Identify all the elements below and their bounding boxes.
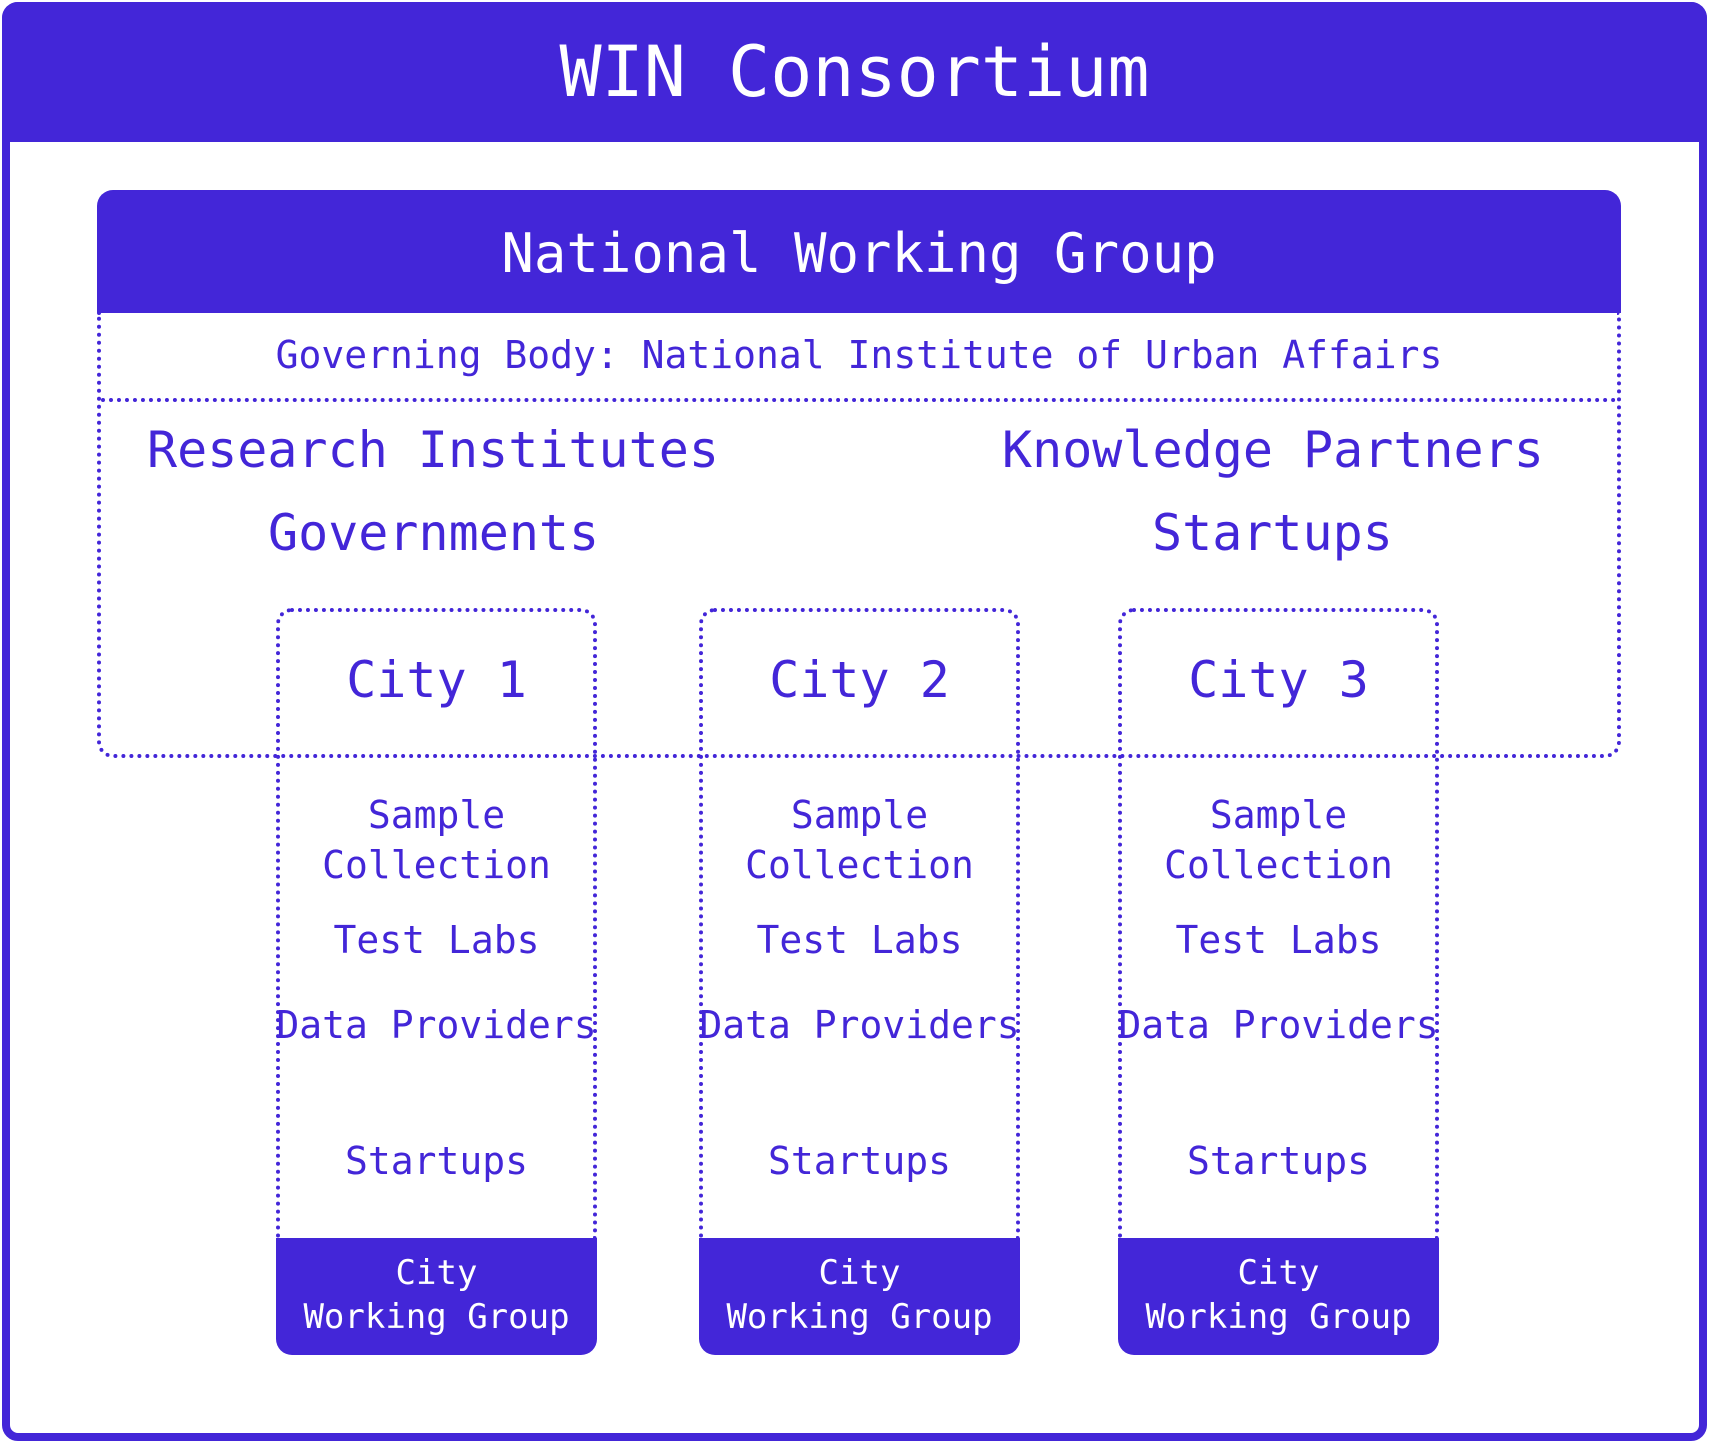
city-name: City 3 <box>1188 651 1369 709</box>
city-working-group-label-line2: Working Group <box>1145 1297 1412 1337</box>
city-item-test-labs: Test Labs <box>1175 918 1382 962</box>
city-working-group-footer <box>699 1238 1020 1355</box>
city-item-startups: Startups <box>1186 1139 1371 1183</box>
city-working-group-label-line1: City <box>395 1253 478 1293</box>
city-name: City 1 <box>346 651 527 709</box>
city-box <box>276 608 597 1238</box>
member-knowledge-partners: Knowledge Partners <box>1002 421 1544 479</box>
member-startups: Startups <box>1152 504 1393 562</box>
governing-body-divider <box>101 398 1617 402</box>
national-working-group-header <box>97 190 1621 313</box>
city-item-sample-collection: Sample Collection <box>1164 793 1393 887</box>
city-item-test-labs: Test Labs <box>333 918 540 962</box>
city-working-group-label-line1: City <box>1237 1253 1320 1293</box>
consortium-title: WIN Consortium <box>559 31 1150 113</box>
governing-body-label: Governing Body: National Institute of Ur… <box>275 333 1443 377</box>
member-research-institutes: Research Institutes <box>147 421 719 479</box>
city-item-data-providers: Data Providers <box>1118 1003 1439 1047</box>
city-name: City 2 <box>769 651 950 709</box>
national-working-group-box <box>97 313 1621 758</box>
city-item-startups: Startups <box>344 1139 529 1183</box>
city-working-group-footer <box>1118 1238 1439 1355</box>
city-box <box>699 608 1020 1238</box>
city-box <box>1118 608 1439 1238</box>
national-working-group-title: National Working Group <box>501 222 1217 285</box>
city-working-group-label-line2: Working Group <box>303 1297 570 1337</box>
city-item-test-labs: Test Labs <box>756 918 963 962</box>
city-item-data-providers: Data Providers <box>699 1003 1020 1047</box>
member-governments: Governments <box>268 504 600 562</box>
city-working-group-label-line2: Working Group <box>726 1297 993 1337</box>
city-item-sample-collection: Sample Collection <box>322 793 551 887</box>
city-working-group-label-line1: City <box>818 1253 901 1293</box>
consortium-header <box>2 2 1707 142</box>
city-working-group-footer <box>276 1238 597 1355</box>
city-item-sample-collection: Sample Collection <box>745 793 974 887</box>
city-item-startups: Startups <box>767 1139 952 1183</box>
city-item-data-providers: Data Providers <box>276 1003 597 1047</box>
